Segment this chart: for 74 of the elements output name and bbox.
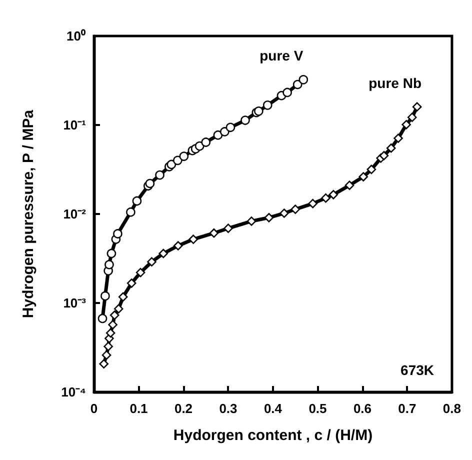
point	[209, 228, 219, 238]
y-tick-label: 10⁻²	[63, 206, 87, 222]
point	[298, 75, 308, 84]
point	[321, 193, 330, 203]
x-tick-label: 0.1	[130, 401, 148, 416]
point	[194, 141, 204, 151]
point	[98, 314, 108, 324]
x-tick-label: 0.7	[398, 401, 416, 416]
point	[328, 190, 338, 200]
point	[282, 88, 292, 98]
annotation: pure Nb	[368, 74, 422, 91]
point	[292, 80, 302, 90]
y-axis-title: Hydrogen puressure, P / MPa	[20, 109, 37, 318]
point	[188, 234, 198, 244]
point	[100, 291, 110, 301]
x-tick-label: 0	[90, 401, 98, 416]
point	[407, 112, 417, 122]
point	[114, 304, 124, 314]
point	[113, 229, 122, 238]
point	[412, 102, 422, 112]
point	[102, 350, 112, 360]
point	[366, 164, 376, 174]
x-tick-label: 0.4	[264, 401, 283, 416]
y-tick-label: 10⁻³	[63, 296, 87, 310]
point	[118, 292, 128, 302]
point	[379, 150, 389, 160]
point	[213, 130, 223, 140]
point	[99, 359, 108, 369]
point	[155, 170, 164, 180]
point	[147, 257, 156, 266]
point	[110, 310, 120, 320]
point	[386, 143, 396, 153]
point	[226, 122, 236, 132]
point	[308, 198, 318, 208]
point	[254, 106, 264, 116]
point	[104, 260, 114, 270]
point	[173, 156, 182, 166]
y-tick-label: 10⁰	[66, 28, 86, 44]
point	[262, 100, 272, 110]
point	[358, 172, 368, 182]
point	[136, 268, 146, 278]
point	[246, 216, 256, 226]
x-tick-label: 0.8	[442, 401, 462, 416]
annotation: 673K	[400, 362, 434, 378]
point	[173, 241, 183, 250]
point	[104, 342, 113, 352]
point	[264, 212, 274, 222]
point	[108, 320, 118, 330]
y-tick-label: 10⁻⁴	[61, 384, 86, 400]
point	[132, 196, 142, 206]
point	[106, 248, 116, 258]
annotation: pure V	[260, 48, 304, 64]
point	[402, 120, 411, 130]
point	[394, 134, 403, 143]
point	[290, 204, 300, 214]
point	[224, 224, 233, 233]
x-axis-title: Hydorgen content , c / (H/M)	[173, 427, 373, 444]
point	[106, 328, 116, 338]
point	[166, 160, 176, 170]
x-tick-label: 0.5	[308, 401, 327, 416]
point	[179, 152, 189, 161]
x-tick-label: 0.6	[353, 401, 372, 416]
point	[126, 278, 136, 288]
point	[344, 180, 354, 190]
point	[220, 127, 230, 136]
point	[240, 116, 250, 125]
x-tick-label: 0.2	[174, 401, 193, 416]
point	[126, 207, 136, 217]
x-tick-label: 0.3	[219, 401, 238, 416]
point	[158, 248, 168, 258]
y-tick-label: 10⁻¹	[63, 118, 86, 132]
point	[145, 178, 155, 188]
point	[201, 138, 211, 147]
point	[280, 208, 289, 218]
